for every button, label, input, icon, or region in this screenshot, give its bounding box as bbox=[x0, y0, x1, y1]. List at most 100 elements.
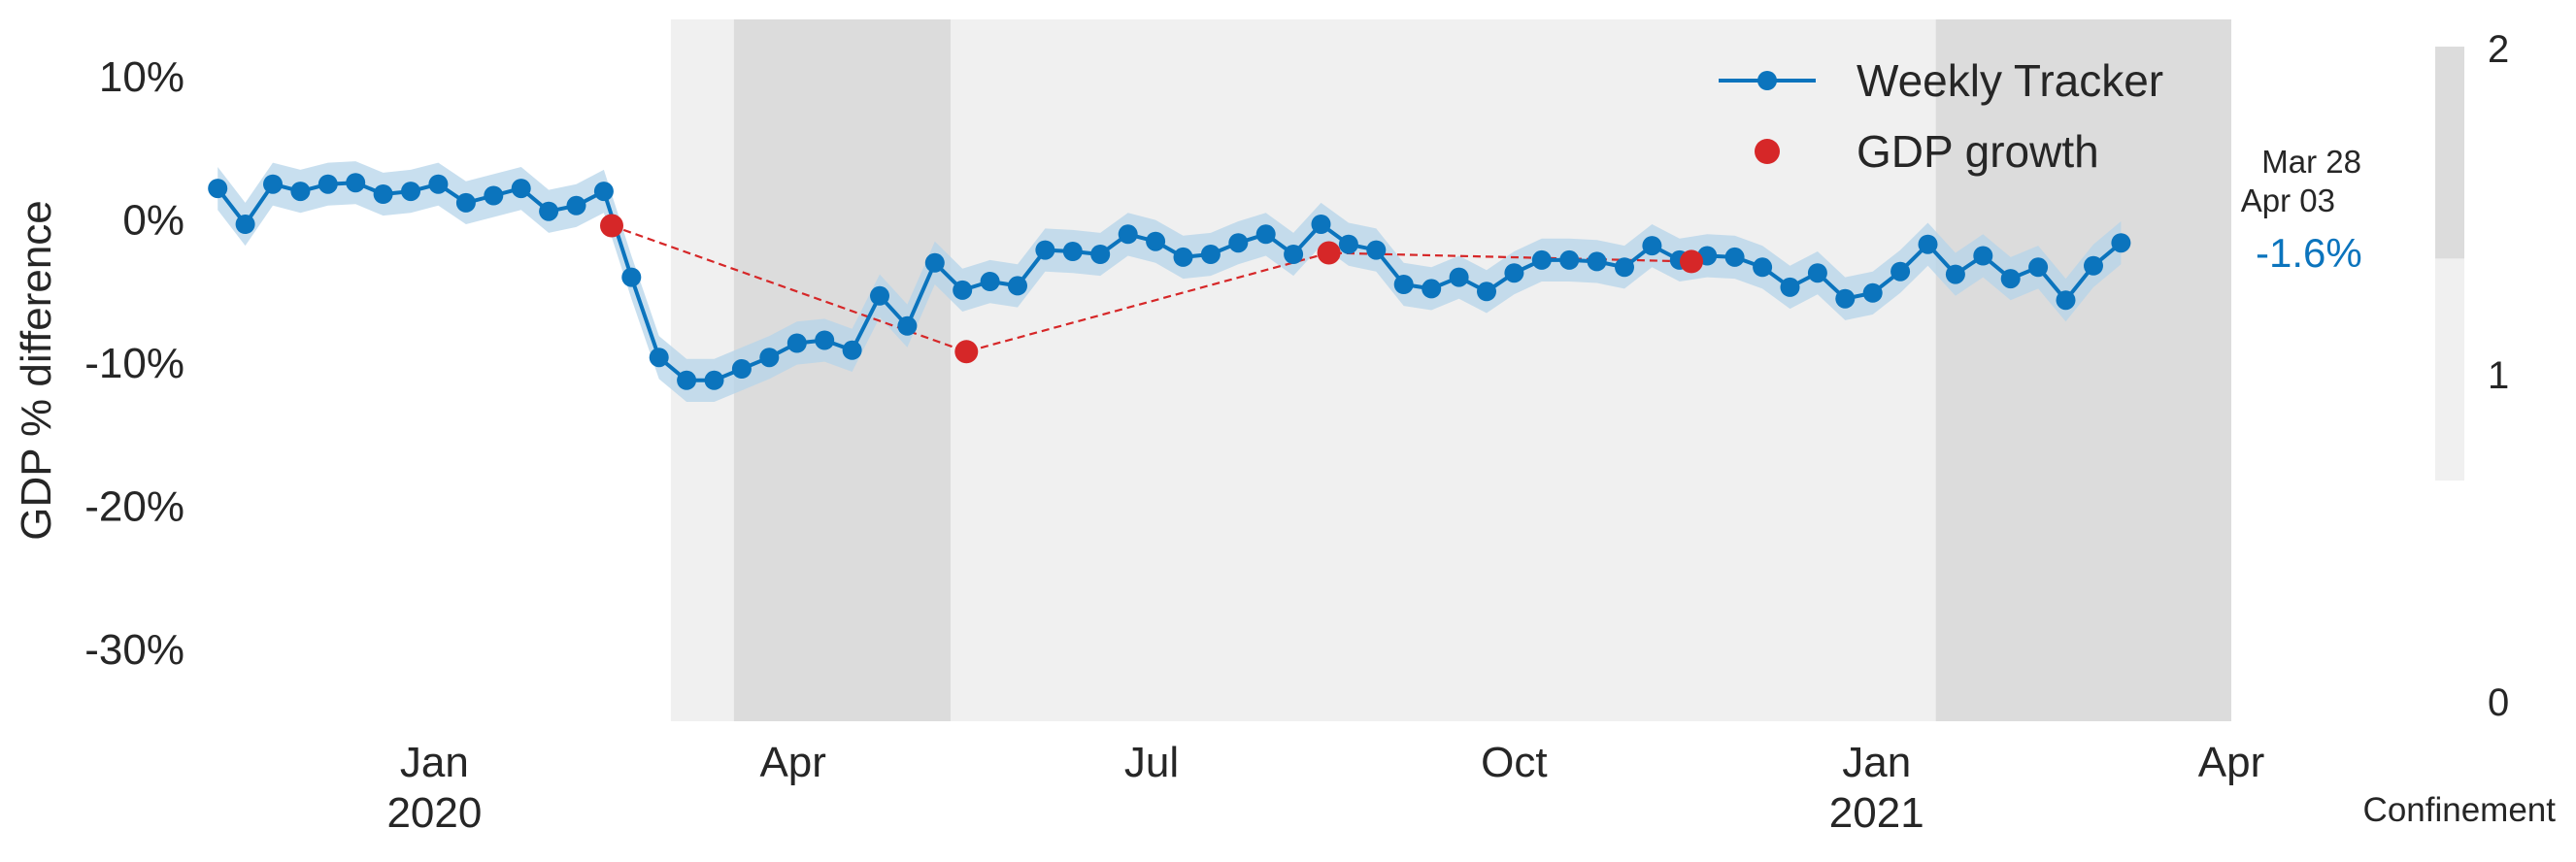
tracker-point-0 bbox=[208, 179, 228, 199]
tracker-point-12 bbox=[539, 201, 559, 221]
x-tick-label: Jan bbox=[400, 739, 469, 786]
y-tick-label: 10% bbox=[99, 53, 184, 101]
x-tick-year-label: 2021 bbox=[1829, 789, 1924, 837]
tracker-point-17 bbox=[677, 370, 697, 390]
tracker-point-21 bbox=[786, 333, 807, 353]
legend: Weekly Tracker GDP growth bbox=[1719, 55, 2163, 177]
tracker-point-33 bbox=[1118, 224, 1138, 245]
tracker-point-34 bbox=[1146, 231, 1166, 251]
tracker-point-13 bbox=[566, 195, 586, 216]
tracker-point-4 bbox=[318, 174, 338, 194]
tracker-point-46 bbox=[1477, 282, 1496, 302]
y-tick-label: -20% bbox=[84, 483, 184, 531]
series-lines bbox=[216, 181, 2123, 382]
colorbar-tick-2: 2 bbox=[2488, 28, 2509, 71]
annotation-date-line1: Mar 28 bbox=[2261, 144, 2361, 180]
tracker-point-39 bbox=[1284, 245, 1304, 264]
tracker-point-43 bbox=[1393, 275, 1414, 294]
confinement-shading bbox=[670, 19, 2231, 721]
gdp-point-1 bbox=[954, 340, 979, 364]
tracker-point-19 bbox=[731, 359, 752, 379]
tracker-point-37 bbox=[1228, 233, 1249, 253]
tracker-point-24 bbox=[870, 285, 889, 306]
tracker-point-25 bbox=[897, 315, 918, 336]
tracker-point-41 bbox=[1338, 234, 1358, 254]
tracker-point-49 bbox=[1559, 249, 1580, 270]
tracker-point-55 bbox=[1724, 247, 1745, 267]
confinement-period-3 bbox=[1935, 19, 2231, 721]
tracker-point-52 bbox=[1642, 236, 1662, 256]
tracker-point-10 bbox=[484, 185, 504, 206]
tracker-point-62 bbox=[1918, 234, 1938, 254]
tracker-point-11 bbox=[511, 179, 531, 199]
tracker-point-15 bbox=[621, 267, 642, 287]
tracker-point-8 bbox=[428, 174, 449, 194]
tracker-point-29 bbox=[1008, 276, 1027, 296]
x-tick-label: Apr bbox=[759, 739, 825, 786]
colorbar-label: Confinement bbox=[2363, 791, 2557, 829]
legend-label-weekly-tracker: Weekly Tracker bbox=[1857, 55, 2163, 106]
weekly-tracker-line bbox=[216, 181, 2123, 382]
tracker-point-35 bbox=[1173, 247, 1193, 267]
tracker-point-16 bbox=[649, 348, 669, 368]
gdp-point-0 bbox=[600, 214, 623, 238]
y-tick-label: -10% bbox=[84, 340, 184, 387]
legend-gdp-marker-icon bbox=[1755, 139, 1780, 164]
tracker-point-30 bbox=[1035, 240, 1055, 260]
confinement-period-2 bbox=[951, 19, 1936, 721]
tracker-point-59 bbox=[1835, 288, 1856, 309]
tracker-point-47 bbox=[1504, 263, 1524, 283]
confinement-colorbar: 2 1 0 Confinement bbox=[2363, 28, 2557, 829]
colorbar-tick-1: 1 bbox=[2488, 354, 2509, 397]
tracker-point-18 bbox=[704, 370, 724, 390]
annotation-date-line2: Apr 03 bbox=[2241, 182, 2335, 218]
colorbar-tick-0: 0 bbox=[2488, 681, 2509, 724]
x-tick-year-label: 2020 bbox=[386, 789, 482, 837]
tracker-point-48 bbox=[1531, 249, 1552, 270]
x-tick-label: Jan bbox=[1842, 739, 1911, 786]
tracker-point-26 bbox=[924, 252, 945, 273]
tracker-point-2 bbox=[263, 174, 283, 194]
x-tick-label: Jul bbox=[1124, 739, 1179, 786]
tracker-point-69 bbox=[2111, 233, 2131, 253]
tracker-point-50 bbox=[1587, 251, 1607, 272]
tracker-point-20 bbox=[759, 348, 780, 368]
tracker-point-40 bbox=[1311, 215, 1331, 234]
series-points bbox=[208, 173, 2131, 390]
colorbar-level-1 bbox=[2435, 258, 2464, 481]
tracker-point-1 bbox=[235, 215, 255, 234]
tracker-point-63 bbox=[1945, 264, 1965, 284]
gdp-point-3 bbox=[1680, 249, 1703, 274]
tracker-point-65 bbox=[2000, 269, 2021, 289]
tracker-point-32 bbox=[1090, 245, 1111, 264]
tracker-point-64 bbox=[1973, 246, 1993, 266]
tracker-point-31 bbox=[1062, 242, 1083, 261]
tracker-point-28 bbox=[980, 272, 1000, 291]
tracker-point-14 bbox=[593, 182, 614, 202]
annotation-last-value: -1.6% bbox=[2256, 230, 2362, 276]
tracker-point-44 bbox=[1422, 279, 1442, 299]
tracker-point-23 bbox=[842, 340, 862, 360]
tracker-point-6 bbox=[373, 184, 393, 204]
tracker-point-5 bbox=[346, 173, 366, 193]
tracker-point-57 bbox=[1780, 277, 1800, 297]
legend-label-gdp-growth: GDP growth bbox=[1857, 126, 2099, 177]
tracker-point-7 bbox=[401, 182, 420, 202]
tracker-point-36 bbox=[1200, 245, 1221, 264]
tracker-point-22 bbox=[815, 330, 835, 350]
tracker-point-45 bbox=[1449, 267, 1469, 287]
tracker-point-68 bbox=[2084, 255, 2103, 276]
tracker-point-58 bbox=[1807, 263, 1827, 283]
y-axis-label: GDP % difference bbox=[13, 200, 60, 541]
tracker-point-66 bbox=[2028, 257, 2049, 278]
tracker-point-60 bbox=[1862, 282, 1883, 303]
colorbar-level-2 bbox=[2435, 47, 2464, 259]
y-tick-label: 0% bbox=[122, 197, 184, 245]
tracker-point-9 bbox=[455, 192, 476, 213]
tracker-point-42 bbox=[1366, 240, 1387, 260]
gdp-point-2 bbox=[1317, 241, 1341, 265]
x-tick-label: Oct bbox=[1481, 739, 1547, 786]
